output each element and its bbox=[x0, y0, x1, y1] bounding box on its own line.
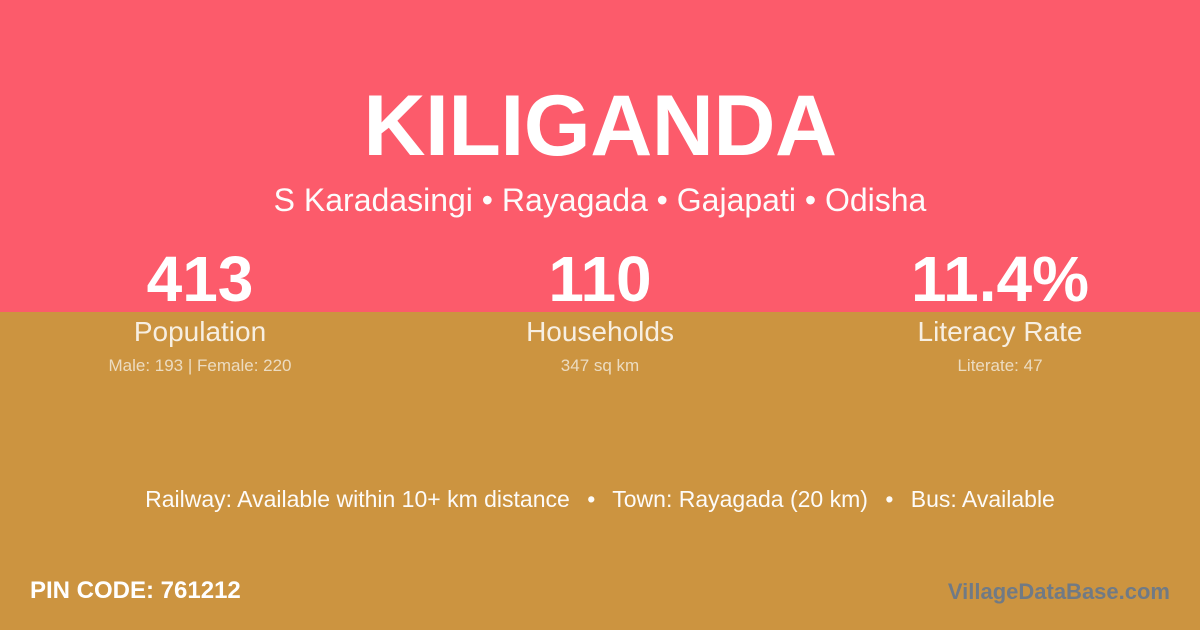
stat-households-sub: 347 sq km bbox=[560, 356, 640, 375]
stat-literacy-rate-value: 11.4% bbox=[911, 243, 1089, 315]
amenity-separator-icon: • bbox=[587, 486, 596, 512]
amenities-row: Railway: Available within 10+ km distanc… bbox=[0, 484, 1200, 514]
stat-population-value: 413 bbox=[146, 243, 254, 315]
hero-banner bbox=[0, 0, 1200, 312]
stat-households-value: 110 bbox=[548, 243, 652, 315]
stats-row: 413 Population Male: 193 | Female: 220 1… bbox=[0, 244, 1200, 376]
stat-population-sub: Male: 193 | Female: 220 bbox=[108, 356, 292, 375]
amenity-separator-icon: • bbox=[885, 486, 894, 512]
pin-code: PIN CODE: 761212 bbox=[30, 577, 241, 604]
stat-literacy-rate-sub: Literate: 47 bbox=[957, 356, 1043, 375]
stat-households-label: Households bbox=[526, 316, 674, 347]
site-brand-logo[interactable]: VillageDataBase.com bbox=[947, 579, 1170, 604]
stat-population-label: Population bbox=[133, 316, 267, 347]
stat-households: 110 Households 347 sq km bbox=[400, 244, 800, 376]
page-title: KILIGANDA bbox=[363, 78, 837, 174]
stat-literacy-rate-label: Literacy Rate bbox=[917, 316, 1083, 347]
stat-population: 413 Population Male: 193 | Female: 220 bbox=[0, 244, 400, 376]
amenity-town: Town: Rayagada (20 km) bbox=[612, 486, 868, 512]
footer: PIN CODE: 761212 VillageDataBase.com bbox=[0, 574, 1200, 614]
amenity-bus: Bus: Available bbox=[910, 486, 1055, 512]
breadcrumb: S Karadasingi • Rayagada • Gajapati • Od… bbox=[273, 182, 927, 218]
amenity-railway: Railway: Available within 10+ km distanc… bbox=[145, 486, 570, 512]
stat-literacy-rate: 11.4% Literacy Rate Literate: 47 bbox=[800, 244, 1200, 376]
